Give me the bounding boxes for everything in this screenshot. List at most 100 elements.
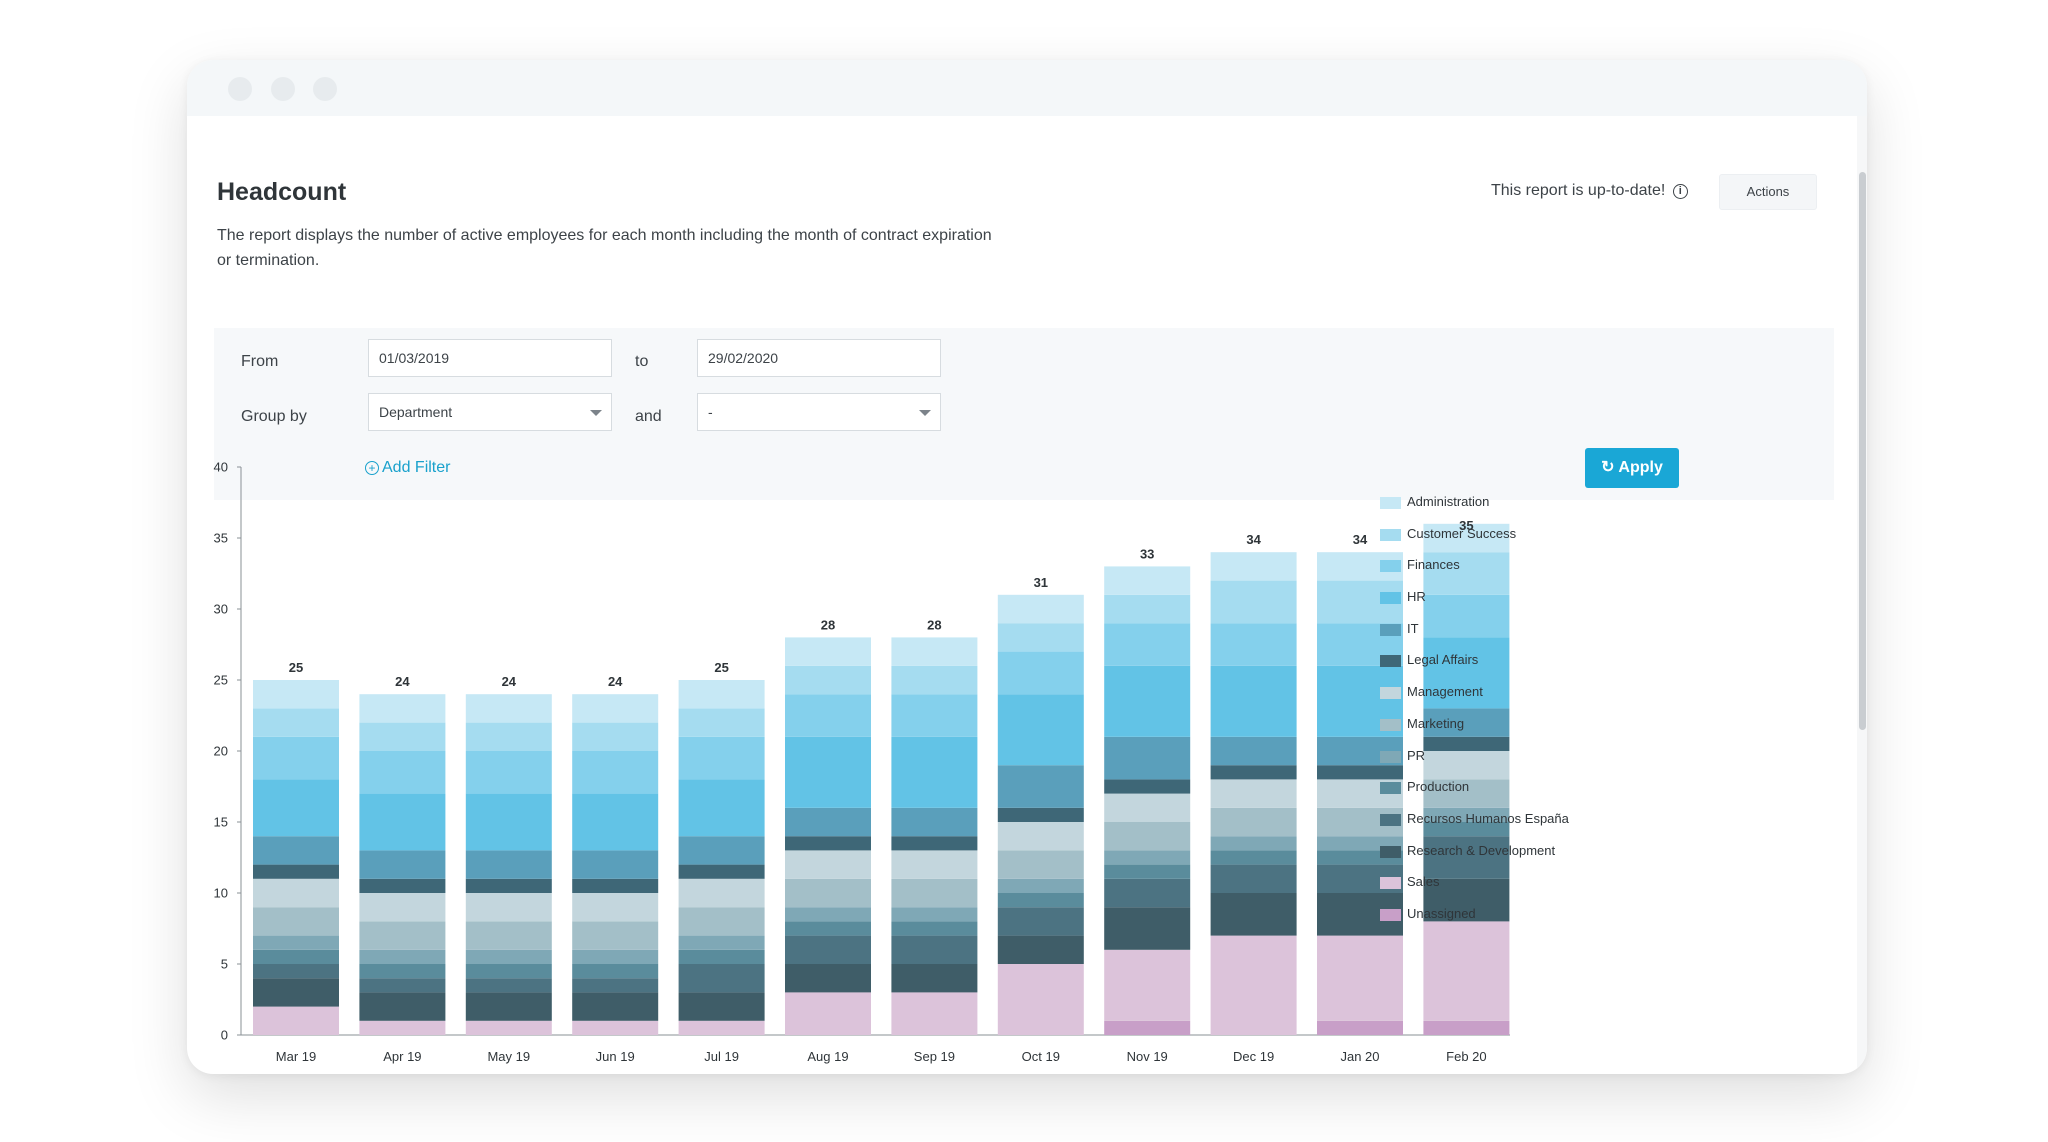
bar-segment[interactable]: [1317, 935, 1403, 1021]
bar-segment[interactable]: [572, 1020, 659, 1035]
bar-segment[interactable]: [891, 637, 978, 666]
bar-segment[interactable]: [785, 964, 871, 993]
bar-segment[interactable]: [678, 1020, 765, 1035]
bar-segment[interactable]: [785, 907, 871, 922]
bar-segment[interactable]: [678, 992, 765, 1021]
bar-segment[interactable]: [678, 836, 765, 865]
bar-segment[interactable]: [678, 878, 765, 908]
bar-segment[interactable]: [891, 694, 978, 737]
bar-segment[interactable]: [997, 893, 1084, 908]
bar-segment[interactable]: [572, 921, 659, 950]
bar-segment[interactable]: [997, 651, 1084, 695]
bar-segment[interactable]: [1104, 878, 1191, 908]
bar-segment[interactable]: [891, 850, 978, 879]
bar-segment[interactable]: [572, 793, 659, 851]
bar-segment[interactable]: [465, 1020, 552, 1035]
bar-segment[interactable]: [1423, 878, 1510, 922]
vertical-scrollbar[interactable]: [1857, 116, 1867, 1074]
bar-segment[interactable]: [572, 992, 659, 1021]
bar-segment[interactable]: [891, 907, 978, 922]
bar-segment[interactable]: [253, 935, 339, 950]
window-close-dot[interactable]: [228, 77, 252, 101]
bar-segment[interactable]: [1423, 779, 1510, 808]
bar-segment[interactable]: [359, 978, 446, 993]
bar-segment[interactable]: [1104, 793, 1191, 822]
bar-segment[interactable]: [359, 850, 446, 879]
bar-segment[interactable]: [997, 765, 1084, 808]
window-minimize-dot[interactable]: [271, 77, 295, 101]
bar-segment[interactable]: [997, 935, 1084, 964]
bar-segment[interactable]: [1423, 807, 1510, 822]
bar-segment[interactable]: [359, 921, 446, 950]
bar-segment[interactable]: [997, 807, 1084, 822]
bar-segment[interactable]: [1104, 566, 1191, 595]
bar-segment[interactable]: [253, 949, 339, 964]
bar-segment[interactable]: [572, 978, 659, 993]
bar-segment[interactable]: [891, 807, 978, 837]
bar-segment[interactable]: [1423, 1020, 1510, 1035]
apply-button[interactable]: ↻ Apply: [1585, 448, 1679, 488]
bar-segment[interactable]: [678, 864, 765, 879]
bar-segment[interactable]: [997, 623, 1084, 652]
bar-segment[interactable]: [997, 850, 1084, 879]
bar-segment[interactable]: [465, 949, 552, 964]
bar-segment[interactable]: [1423, 822, 1510, 837]
bar-segment[interactable]: [359, 949, 446, 964]
bar-segment[interactable]: [253, 680, 339, 709]
bar-segment[interactable]: [253, 779, 339, 837]
bar-segment[interactable]: [997, 907, 1084, 936]
bar-segment[interactable]: [359, 1020, 446, 1035]
bar-segment[interactable]: [891, 992, 978, 1035]
bar-segment[interactable]: [465, 893, 552, 922]
bar-segment[interactable]: [1317, 765, 1403, 780]
bar-segment[interactable]: [1104, 949, 1191, 1021]
bar-segment[interactable]: [572, 893, 659, 922]
bar-segment[interactable]: [253, 708, 339, 737]
bar-segment[interactable]: [465, 978, 552, 993]
bar-segment[interactable]: [785, 878, 871, 908]
bar-segment[interactable]: [1104, 665, 1191, 737]
bar-segment[interactable]: [253, 878, 339, 908]
bar-segment[interactable]: [253, 978, 339, 1007]
secondary-group-select[interactable]: -: [697, 393, 941, 431]
bar-segment[interactable]: [678, 949, 765, 964]
info-icon[interactable]: i: [1672, 184, 1688, 199]
bar-segment[interactable]: [891, 736, 978, 808]
bar-segment[interactable]: [465, 921, 552, 950]
bar-segment[interactable]: [1104, 1020, 1191, 1035]
bar-segment[interactable]: [359, 893, 446, 922]
group-by-select[interactable]: Department: [368, 393, 612, 431]
bar-segment[interactable]: [572, 964, 659, 979]
bar-segment[interactable]: [1423, 637, 1510, 709]
bar-segment[interactable]: [465, 964, 552, 979]
bar-segment[interactable]: [359, 722, 446, 751]
bar-segment[interactable]: [1210, 836, 1297, 851]
bar-segment[interactable]: [678, 964, 765, 993]
bar-segment[interactable]: [1104, 736, 1191, 780]
bar-segment[interactable]: [359, 964, 446, 979]
bar-segment[interactable]: [465, 793, 552, 851]
bar-segment[interactable]: [1210, 779, 1297, 808]
bar-segment[interactable]: [785, 935, 871, 964]
bar-segment[interactable]: [359, 751, 446, 794]
scrollbar-thumb[interactable]: [1859, 172, 1866, 730]
bar-segment[interactable]: [785, 836, 871, 851]
bar-segment[interactable]: [1104, 594, 1191, 624]
bar-segment[interactable]: [572, 694, 659, 723]
bar-segment[interactable]: [785, 665, 871, 695]
bar-segment[interactable]: [785, 850, 871, 879]
bar-segment[interactable]: [891, 878, 978, 908]
bar-segment[interactable]: [1210, 623, 1297, 666]
bar-segment[interactable]: [465, 850, 552, 879]
bar-segment[interactable]: [1210, 864, 1297, 893]
bar-segment[interactable]: [997, 694, 1084, 766]
bar-segment[interactable]: [785, 807, 871, 837]
bar-segment[interactable]: [1210, 765, 1297, 780]
bar-segment[interactable]: [785, 736, 871, 808]
bar-segment[interactable]: [1317, 1020, 1403, 1035]
bar-segment[interactable]: [785, 921, 871, 936]
bar-segment[interactable]: [465, 722, 552, 751]
bar-segment[interactable]: [253, 736, 339, 780]
bar-segment[interactable]: [1423, 708, 1510, 737]
bar-segment[interactable]: [253, 907, 339, 936]
